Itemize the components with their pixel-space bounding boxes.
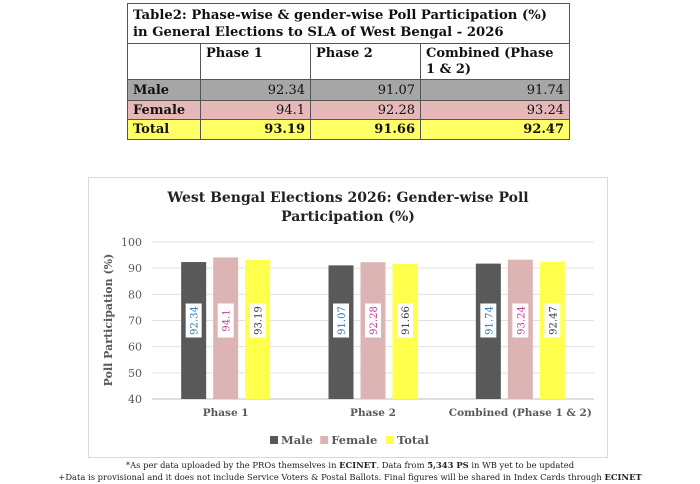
data-label: 93.19 <box>254 306 265 335</box>
table-header-row: Phase 1 Phase 2 Combined (Phase 1 & 2) <box>127 43 570 80</box>
footnote-1: *As per data uploaded by the PROs themse… <box>0 460 700 470</box>
footnote-bold: ECINET <box>339 460 377 470</box>
data-label: 92.47 <box>548 306 559 335</box>
y-tick-label: 60 <box>128 341 142 354</box>
footnote-2: +Data is provisional and it does not inc… <box>0 472 700 482</box>
data-label: 93.24 <box>516 306 527 335</box>
header-phase2: Phase 2 <box>310 43 421 80</box>
y-tick-label: 90 <box>128 262 142 275</box>
footnote-text: in WB yet to be updated <box>468 460 575 470</box>
poll-participation-table: Table2: Phase-wise & gender-wise Poll Pa… <box>127 3 570 140</box>
data-label: 92.34 <box>190 306 201 335</box>
footnote-text: +Data is provisional and it does not inc… <box>58 472 605 482</box>
table-title: Table2: Phase-wise & gender-wise Poll Pa… <box>127 3 570 44</box>
legend-swatch-female <box>320 436 329 444</box>
legend-label: Female <box>331 433 377 447</box>
chart-title-line2: Participation (%) <box>281 209 415 225</box>
x-tick-label: Phase 2 <box>350 407 396 419</box>
cell: 91.74 <box>420 79 570 101</box>
data-label-box <box>480 303 497 338</box>
cell: 94.1 <box>200 100 311 120</box>
table-row-total: Total 93.19 91.66 92.47 <box>127 119 570 140</box>
legend-swatch-total <box>386 436 394 444</box>
row-label: Female <box>127 100 201 120</box>
data-label: 94.1 <box>222 309 233 331</box>
data-label: 91.07 <box>337 306 348 335</box>
cell: 92.47 <box>420 119 570 140</box>
footnote-bold: ECINET <box>604 472 642 482</box>
chart-container <box>88 177 608 458</box>
data-label-box <box>249 303 266 338</box>
y-tick-label: 70 <box>128 315 142 328</box>
chart-title-line1: West Bengal Elections 2026: Gender-wise … <box>166 190 528 206</box>
x-tick-label: Combined (Phase 1 & 2) <box>449 407 592 419</box>
y-axis-label: Poll Participation (%) <box>102 254 115 387</box>
footnote-text: . Data from <box>376 460 428 470</box>
legend-swatch-male <box>270 436 278 444</box>
data-label-box <box>185 303 202 338</box>
y-tick-label: 50 <box>128 367 142 380</box>
data-label: 92.28 <box>369 306 380 335</box>
data-label: 91.74 <box>484 306 495 335</box>
y-tick-label: 80 <box>128 288 142 301</box>
data-label-box <box>217 303 234 338</box>
cell: 92.34 <box>200 79 311 101</box>
header-combined: Combined (Phase 1 & 2) <box>420 43 570 80</box>
data-label-box <box>544 303 561 338</box>
row-label: Male <box>127 79 201 101</box>
data-label-box <box>512 303 529 338</box>
data-label-box <box>333 303 349 338</box>
legend-label: Total <box>397 433 430 447</box>
footnote-bold: 5,343 PS <box>427 460 469 470</box>
cell: 93.24 <box>420 100 570 120</box>
legend-label: Male <box>281 433 313 447</box>
data-label: 91.66 <box>401 306 412 335</box>
y-tick-label: 40 <box>128 393 142 406</box>
cell: 91.66 <box>310 119 421 140</box>
y-tick-label: 100 <box>121 236 142 249</box>
footnote-text: *As per data uploaded by the PROs themse… <box>125 460 340 470</box>
data-label-box <box>397 303 413 338</box>
cell: 93.19 <box>200 119 311 140</box>
x-tick-label: Phase 1 <box>203 407 249 419</box>
table-row-female: Female 94.1 92.28 93.24 <box>127 100 570 120</box>
row-label: Total <box>127 119 201 140</box>
data-label-box <box>365 303 381 338</box>
